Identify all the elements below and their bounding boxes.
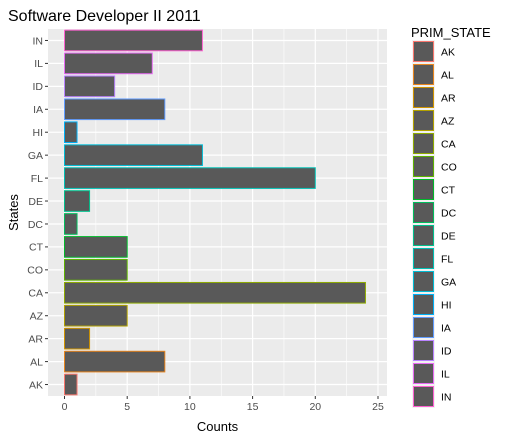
bar-al xyxy=(65,351,165,372)
y-tick-label: IL xyxy=(34,58,43,70)
bar-co xyxy=(65,260,128,281)
bar-in xyxy=(65,30,203,51)
y-tick-label: AK xyxy=(29,379,43,391)
legend-label: HI xyxy=(441,300,452,312)
bar-ca xyxy=(65,282,366,303)
y-tick-label: FL xyxy=(31,173,43,185)
legend-label: AZ xyxy=(441,116,455,128)
legend-label: AL xyxy=(441,70,454,82)
legend-label: IA xyxy=(441,323,451,335)
bar-ar xyxy=(65,328,90,349)
legend-label: AK xyxy=(441,47,455,59)
legend-key-in xyxy=(414,387,434,407)
y-axis-title: States xyxy=(6,194,21,231)
y-tick-label: IN xyxy=(33,35,44,47)
legend-key-hi xyxy=(414,295,434,315)
legend-label: GA xyxy=(441,277,456,289)
legend-label: IL xyxy=(441,369,450,381)
legend-key-ct xyxy=(414,180,434,200)
legend-label: ID xyxy=(441,346,452,358)
chart-title: Software Developer II 2011 xyxy=(8,8,201,25)
y-tick-label: GA xyxy=(28,150,43,162)
legend-label: DC xyxy=(441,208,457,220)
bar-fl xyxy=(65,168,316,189)
x-tick-label: 5 xyxy=(124,401,130,413)
legend-label: FL xyxy=(441,254,453,266)
legend-label: CO xyxy=(441,162,457,174)
legend-key-co xyxy=(414,157,434,177)
legend-label: CA xyxy=(441,139,456,151)
legend-label: AR xyxy=(441,93,456,105)
legend-key-fl xyxy=(414,249,434,269)
legend-label: IN xyxy=(441,392,452,404)
legend-key-id xyxy=(414,341,434,361)
legend-key-ar xyxy=(414,88,434,108)
legend-key-de xyxy=(414,226,434,246)
y-tick-label: AZ xyxy=(30,311,44,323)
legend-key-dc xyxy=(414,203,434,223)
y-tick-label: AR xyxy=(28,333,43,345)
x-tick-label: 25 xyxy=(372,401,384,413)
legend: AK AL AR AZ CA CO CT DC DE FL GA HI IA ID IL IN xyxy=(412,40,457,408)
legend-title: PRIM_STATE xyxy=(411,25,491,40)
bar-de xyxy=(65,191,90,212)
y-tick-label: IA xyxy=(33,104,43,116)
bar-ak xyxy=(65,374,78,395)
x-tick-label: 20 xyxy=(309,401,321,413)
bar-dc xyxy=(65,214,78,235)
bar-ct xyxy=(65,237,128,258)
legend-label: DE xyxy=(441,231,456,243)
legend-key-il xyxy=(414,364,434,384)
x-tick-label: 10 xyxy=(184,401,196,413)
y-tick-label: DC xyxy=(28,219,44,231)
legend-key-al xyxy=(414,65,434,85)
legend-key-ca xyxy=(414,134,434,154)
y-tick-label: AL xyxy=(30,356,43,368)
y-tick-label: DE xyxy=(28,196,43,208)
y-axis-ticks: AK AL AR AZ CA CO CT DC DE FL GA HI IA ID IL IN xyxy=(27,35,48,391)
bar-ga xyxy=(65,145,203,166)
legend-key-ga xyxy=(414,272,434,292)
x-tick-label: 0 xyxy=(62,401,68,413)
legend-key-ak xyxy=(414,42,434,62)
bar-il xyxy=(65,53,153,74)
x-axis-ticks: 0 5 10 15 20 25 xyxy=(62,396,384,413)
bar-id xyxy=(65,76,115,97)
legend-label: CT xyxy=(441,185,456,197)
bar-hi xyxy=(65,122,78,143)
y-tick-label: CT xyxy=(29,242,44,254)
bar-az xyxy=(65,305,128,326)
y-tick-label: CO xyxy=(27,265,43,277)
bar-ia xyxy=(65,99,165,120)
y-tick-label: HI xyxy=(33,127,44,139)
x-axis-title: Counts xyxy=(197,419,239,434)
legend-key-ia xyxy=(414,318,434,338)
y-tick-label: ID xyxy=(33,81,44,93)
x-tick-label: 15 xyxy=(247,401,259,413)
y-tick-label: CA xyxy=(28,288,43,300)
legend-key-az xyxy=(414,111,434,131)
